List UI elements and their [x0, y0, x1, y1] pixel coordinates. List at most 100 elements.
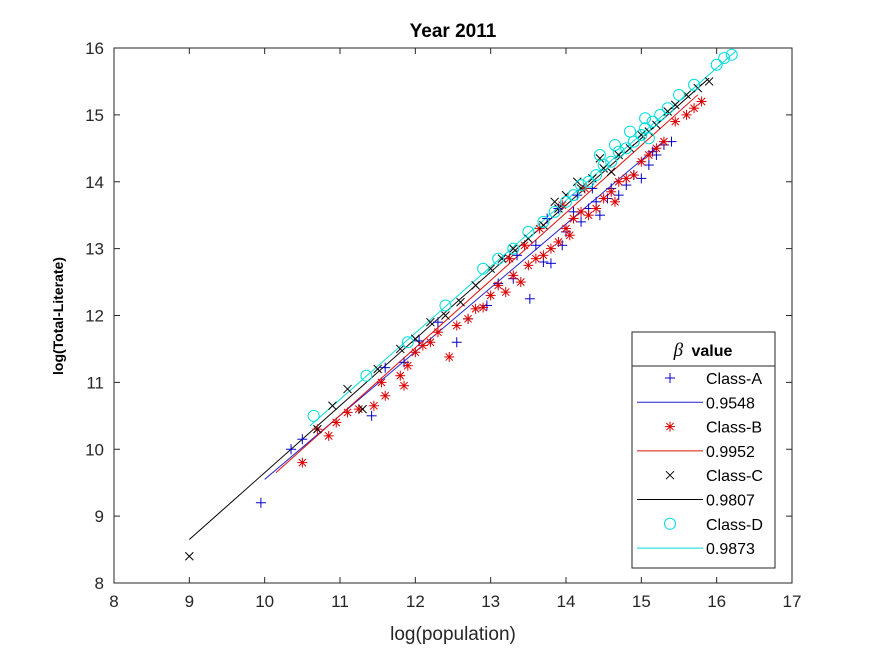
class-b-point: [432, 327, 443, 338]
class-c-point: [395, 344, 405, 354]
class-c-point: [576, 184, 586, 193]
x-tick-label: 16: [707, 592, 726, 611]
class-b-point: [402, 360, 413, 371]
class-b-point: [636, 156, 647, 167]
class-c-point: [358, 404, 367, 414]
class-d-point: [661, 102, 674, 115]
class-a-point: [530, 240, 541, 251]
class-c-point: [373, 364, 383, 374]
class-b-point: [323, 430, 334, 441]
y-tick-label: 8: [95, 574, 104, 593]
class-b-point: [530, 253, 541, 264]
class-b-point: [613, 176, 624, 187]
y-tick-label: 16: [85, 39, 104, 58]
class-d-point: [507, 242, 520, 255]
class-c-point: [599, 164, 609, 173]
class-b-point: [342, 407, 353, 418]
class-c-point: [313, 424, 322, 434]
class-d-point: [560, 195, 572, 208]
class-c-point: [704, 77, 714, 86]
y-tick-label: 10: [85, 440, 104, 459]
class-d-legend-label: Class-D: [706, 517, 763, 534]
class-b-point: [670, 116, 681, 127]
class-c-legend-fit-value: 0.9807: [706, 493, 755, 510]
class-a-point: [255, 497, 266, 508]
class-c-point: [328, 401, 337, 411]
y-axis-ticks: 8 9 10 11 12 13 14 15 16: [85, 39, 792, 593]
class-b-point: [658, 136, 669, 147]
class-b-point: [380, 390, 391, 401]
class-b-point: [504, 253, 515, 264]
class-b-point: [444, 351, 455, 362]
class-d-point: [575, 179, 588, 192]
class-a-point: [286, 444, 297, 455]
class-b-point: [681, 109, 692, 120]
class-d-point: [620, 142, 633, 155]
class-c-point: [184, 551, 194, 561]
class-b-point: [297, 457, 308, 468]
data-points: [184, 48, 738, 561]
class-a-point: [576, 216, 587, 227]
x-tick-label: 12: [406, 592, 425, 611]
class-b-point: [376, 377, 387, 388]
class-c-point: [636, 130, 646, 140]
class-b-point: [621, 173, 632, 184]
class-d-point: [624, 125, 637, 138]
class-b-point: [689, 103, 700, 114]
class-a-legend-fit-value: 0.9548: [706, 395, 755, 412]
class-b-point: [470, 303, 481, 314]
x-tick-label: 15: [632, 592, 651, 611]
class-a-legend-label: Class-A: [706, 371, 762, 388]
class-b-point: [451, 320, 462, 331]
x-axis-label: log(population): [390, 624, 516, 645]
class-b-point: [493, 280, 504, 291]
class-b-point: [478, 302, 489, 313]
class-b-point: [553, 236, 564, 247]
class-d-point: [477, 262, 490, 275]
class-d-point: [646, 115, 659, 128]
y-axis-label: log(Total-Literate): [50, 257, 66, 375]
chart-title: Year 2011: [410, 21, 497, 42]
class-a-point: [451, 337, 462, 348]
x-tick-label: 17: [783, 592, 802, 611]
class-c-point: [625, 143, 635, 153]
class-a-point: [297, 434, 308, 445]
class-d-point: [608, 138, 621, 151]
class-c-legend-label: Class-C: [706, 468, 763, 485]
class-d-point: [654, 108, 667, 121]
class-c-legend-marker: [665, 470, 675, 480]
class-b-point: [643, 150, 654, 160]
legend-title-symbol: β: [673, 340, 684, 361]
class-b-point: [485, 290, 496, 301]
class-d-point: [673, 88, 685, 101]
class-d-fit-line: [309, 50, 736, 427]
class-b-point: [606, 186, 617, 197]
class-b-point: [410, 347, 421, 358]
class-b-point: [331, 417, 342, 428]
class-c-point: [426, 317, 435, 327]
class-c-point: [523, 234, 533, 243]
class-b-legend-label: Class-B: [706, 420, 762, 437]
class-d-legend-marker: [664, 517, 676, 530]
class-b-point: [696, 96, 707, 107]
class-c-point: [508, 244, 518, 253]
class-a-point: [545, 258, 556, 269]
class-a-point: [643, 160, 654, 171]
class-b-point: [576, 206, 587, 217]
x-tick-label: 14: [557, 592, 576, 611]
class-d-legend-fit-value: 0.9873: [706, 541, 755, 558]
class-b-point: [500, 287, 511, 298]
class-b-point: [568, 213, 579, 224]
class-d-point: [360, 369, 373, 382]
class-b-point: [508, 270, 519, 281]
class-d-point: [537, 215, 550, 228]
class-c-point: [497, 254, 507, 264]
class-d-point: [639, 112, 652, 125]
class-b-point: [399, 380, 410, 391]
class-d-point: [725, 48, 738, 61]
class-c-point: [595, 153, 605, 163]
class-c-point: [670, 100, 680, 110]
class-d-point: [718, 52, 731, 65]
class-c-point: [410, 334, 420, 344]
class-a-point: [366, 410, 377, 421]
